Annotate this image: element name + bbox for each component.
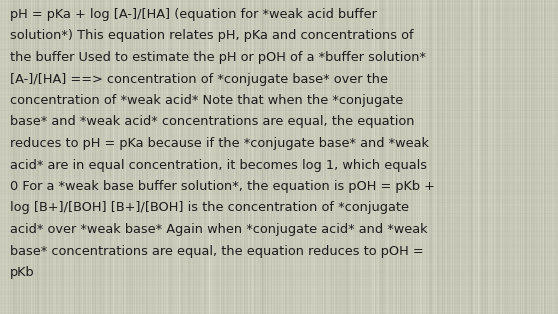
Text: base* and *weak acid* concentrations are equal, the equation: base* and *weak acid* concentrations are… xyxy=(10,116,415,128)
Text: pH = pKa + log [A-]/[HA] (equation for *weak acid buffer: pH = pKa + log [A-]/[HA] (equation for *… xyxy=(10,8,377,21)
Text: reduces to pH = pKa because if the *conjugate base* and *weak: reduces to pH = pKa because if the *conj… xyxy=(10,137,429,150)
Text: log [B+]/[BOH] [B+]/[BOH] is the concentration of *conjugate: log [B+]/[BOH] [B+]/[BOH] is the concent… xyxy=(10,202,409,214)
Text: 0 For a *weak base buffer solution*, the equation is pOH = pKb +: 0 For a *weak base buffer solution*, the… xyxy=(10,180,435,193)
Text: solution*) This equation relates pH, pKa and concentrations of: solution*) This equation relates pH, pKa… xyxy=(10,30,413,42)
Text: concentration of *weak acid* Note that when the *conjugate: concentration of *weak acid* Note that w… xyxy=(10,94,403,107)
Text: the buffer Used to estimate the pH or pOH of a *buffer solution*: the buffer Used to estimate the pH or pO… xyxy=(10,51,426,64)
Text: acid* over *weak base* Again when *conjugate acid* and *weak: acid* over *weak base* Again when *conju… xyxy=(10,223,427,236)
Text: pKb: pKb xyxy=(10,266,35,279)
Text: acid* are in equal concentration, it becomes log 1, which equals: acid* are in equal concentration, it bec… xyxy=(10,159,427,171)
Text: [A-]/[HA] ==> concentration of *conjugate base* over the: [A-]/[HA] ==> concentration of *conjugat… xyxy=(10,73,388,85)
Text: base* concentrations are equal, the equation reduces to pOH =: base* concentrations are equal, the equa… xyxy=(10,245,424,257)
